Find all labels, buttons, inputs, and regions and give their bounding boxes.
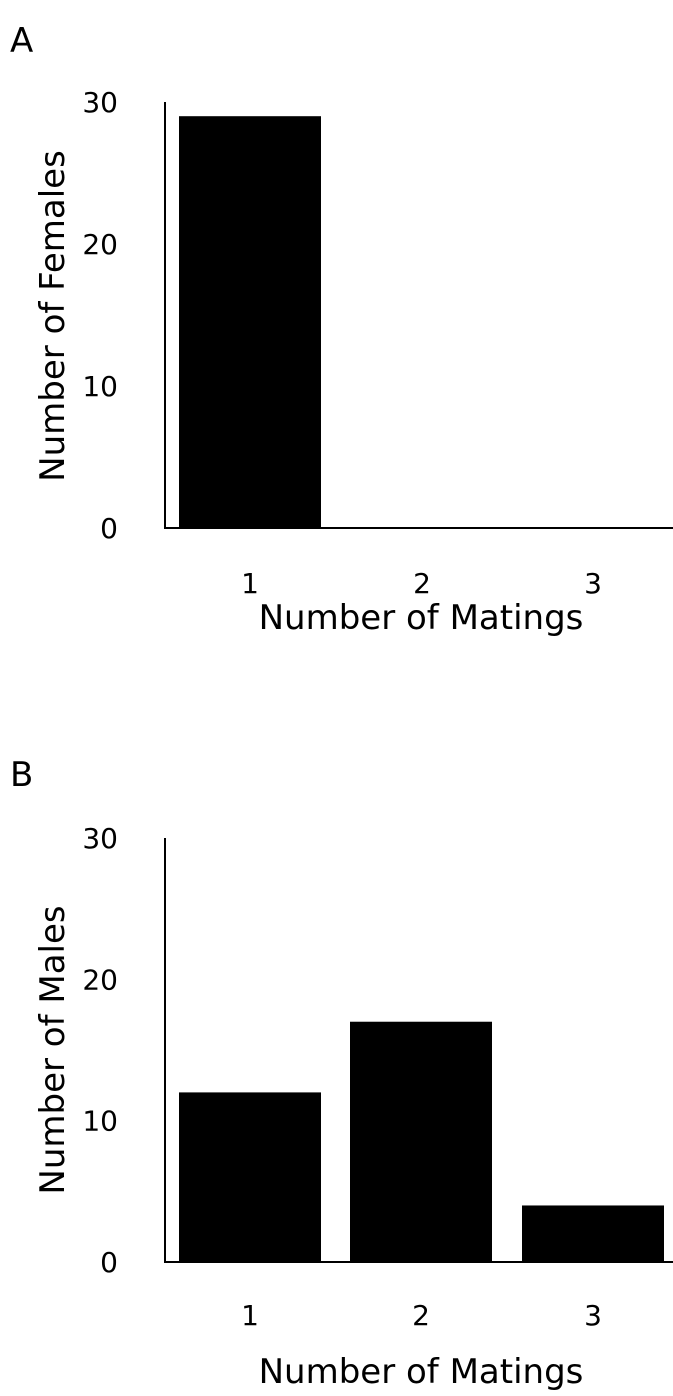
panel-a-x-tick-label: 2 bbox=[413, 567, 431, 600]
panel-b-y-tick-label: 0 bbox=[100, 1246, 118, 1279]
panel-b-y-tick-label: 30 bbox=[82, 822, 118, 855]
panel-a-plot: 0 10 20 30 1 2 3 bbox=[82, 86, 673, 600]
panel-b-plot: 0 10 20 30 1 2 3 bbox=[82, 822, 673, 1332]
panel-b-y-tick-label: 20 bbox=[82, 963, 118, 996]
panel-b-x-tick-label: 3 bbox=[584, 1299, 602, 1332]
panel-b-letter: B bbox=[10, 755, 33, 795]
panel-b-y-tick-label: 10 bbox=[82, 1105, 118, 1138]
panel-a-x-tick-label: 3 bbox=[584, 567, 602, 600]
panel-b-bar-1 bbox=[179, 1092, 321, 1262]
panel-b-x-tick-label: 2 bbox=[412, 1299, 430, 1332]
panel-b-y-axis-title: Number of Males bbox=[33, 905, 73, 1194]
panel-b: B Number of Males Number of Matings 0 10 2… bbox=[10, 755, 673, 1392]
panel-b-bar-2 bbox=[350, 1021, 492, 1262]
panel-a-y-tick-label: 20 bbox=[82, 228, 118, 261]
panel-b-bar-3 bbox=[522, 1205, 664, 1262]
panel-b-x-tick-label: 1 bbox=[241, 1299, 259, 1332]
panel-a-y-tick-label: 10 bbox=[82, 370, 118, 403]
panel-a: A Number of Females Number of Matings 0 1… bbox=[10, 21, 673, 638]
panel-b-x-axis-title: Number of Matings bbox=[259, 1352, 584, 1392]
panel-a-y-axis-title: Number of Females bbox=[33, 150, 73, 482]
panel-a-x-axis-title: Number of Matings bbox=[259, 598, 584, 638]
panel-a-bar-1 bbox=[179, 116, 321, 528]
panel-a-letter: A bbox=[10, 21, 33, 61]
panel-a-y-tick-label: 30 bbox=[82, 86, 118, 119]
panel-a-x-tick-label: 1 bbox=[241, 567, 259, 600]
panel-a-y-tick-label: 0 bbox=[100, 512, 118, 545]
